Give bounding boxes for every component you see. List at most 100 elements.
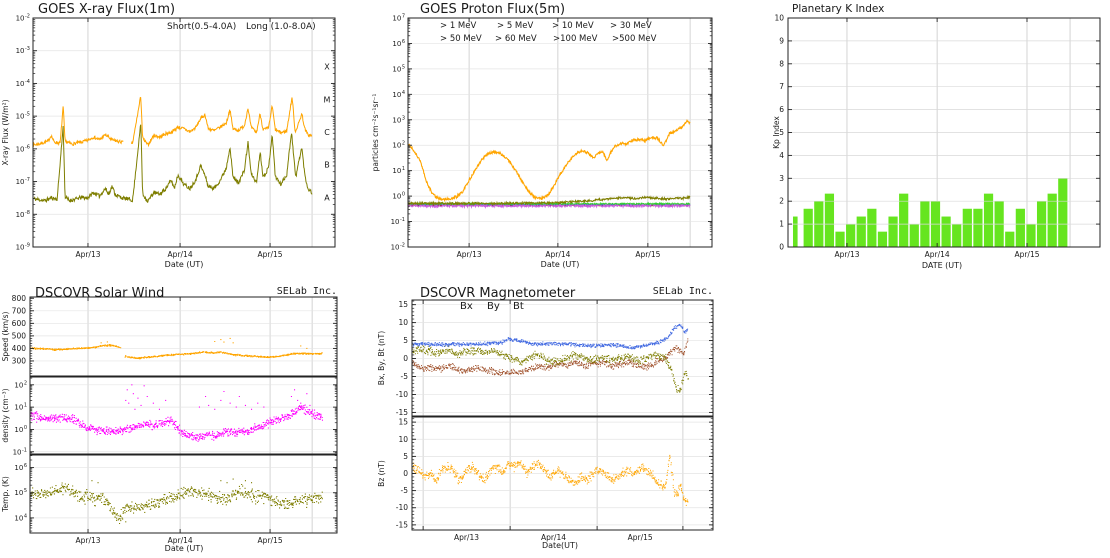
goes-xray-flux-xlabel: Date (UT) [165, 260, 204, 269]
dscovr-magnetometer-xlabel: Date(UT) [542, 541, 578, 550]
svg-text:10: 10 [398, 435, 408, 444]
svg-text:1: 1 [779, 220, 784, 229]
planetary-k-index-xlabel: DATE (UT) [922, 261, 962, 270]
xtick-Apr/15: Apr/15 [258, 536, 283, 545]
dscovr-solar-wind-xlabel: Date (UT) [165, 544, 204, 553]
legend-item--5-MeV: > 5 MeV [497, 21, 533, 31]
svg-text:-10: -10 [396, 503, 408, 512]
legend-item-Bt: Bt [513, 301, 524, 312]
svg-text:5: 5 [403, 452, 408, 461]
goes-xray-flux-ylabel: X-ray Flux (W/m²) [1, 99, 10, 165]
series-> 1 MeV [408, 118, 691, 203]
kp-bar [1058, 178, 1068, 247]
svg-text:7: 7 [779, 82, 784, 91]
legend-item-Long-1-0-8-0A-: Long (1.0-8.0A) [246, 22, 316, 32]
planetary-k-index-chart: 0 1 2 3 4 5 6 7 8 9 10 Kp Index Apr/13 Apr/14 Apr/15 DA… [770, 0, 1110, 279]
goes-xray-flux-chart: 10-2 10-3 10-4 10-5 10-6 10-7 10-8 10-9 X M C B A X-r… [0, 0, 360, 279]
series-density [30, 404, 323, 442]
legend-item--100-MeV: >100 MeV [553, 34, 598, 44]
goes-proton-flux-ylabel: particles cm⁻²s⁻¹sr⁻¹ [371, 94, 380, 172]
svg-text:15: 15 [398, 300, 408, 309]
svg-text:10-7: 10-7 [16, 177, 30, 186]
series-speed [30, 344, 323, 360]
svg-text:10-9: 10-9 [16, 243, 30, 252]
kp-bar [1005, 231, 1015, 247]
svg-text:10-2: 10-2 [391, 243, 405, 252]
svg-text:10-8: 10-8 [16, 210, 30, 219]
svg-text:100: 100 [14, 425, 27, 434]
planetary-k-index-title: Planetary K Index [792, 3, 884, 15]
svg-text:600: 600 [12, 319, 27, 328]
xtick-Apr/14: Apr/14 [545, 250, 570, 259]
series-temp-outliers [91, 478, 253, 525]
svg-text:101: 101 [14, 403, 27, 412]
kp-bar [877, 231, 888, 247]
legend-item--30-MeV: > 30 MeV [610, 21, 652, 31]
legend-item-By: By [487, 301, 500, 312]
kp-bar [846, 224, 856, 247]
xtick-Apr/13: Apr/13 [457, 250, 482, 259]
series-temperature [30, 482, 323, 522]
dscovr-magnetometer-title: DSCOVR Magnetometer [420, 286, 576, 301]
dscovr-magnetometer-ylabel: Bz (nT) [377, 460, 386, 487]
svg-text:6: 6 [779, 105, 784, 114]
svg-text:700: 700 [12, 306, 27, 315]
svg-text:104: 104 [392, 90, 405, 99]
svg-text:100: 100 [392, 192, 405, 201]
kp-bar [952, 224, 962, 247]
flare-class-M: M [324, 95, 331, 104]
svg-text:15: 15 [398, 418, 408, 427]
goes-xray-flux-svg: 10-2 10-3 10-4 10-5 10-6 10-7 10-8 10-9 X M C B A X-r… [1, 2, 336, 269]
xtick-Apr/14: Apr/14 [925, 250, 950, 259]
kp-bar [962, 208, 972, 247]
goes-proton-flux-title: GOES Proton Flux(5m) [420, 2, 565, 17]
kp-bar [1047, 193, 1057, 247]
flare-class-A: A [324, 193, 330, 202]
svg-text:103: 103 [392, 115, 405, 124]
flare-class-X: X [324, 63, 330, 72]
svg-text:10-2: 10-2 [16, 14, 30, 23]
kp-bar [824, 193, 835, 247]
planetary-k-index-ylabel: Kp Index [772, 116, 781, 149]
svg-text:0: 0 [779, 243, 784, 252]
goes-xray-flux-title: GOES X-ray Flux(1m) [38, 2, 175, 17]
svg-text:-5: -5 [401, 372, 409, 381]
xtick-Apr/15: Apr/15 [258, 250, 283, 259]
legend-item--500-MeV: >500 MeV [612, 34, 657, 44]
svg-text:-15: -15 [396, 408, 408, 417]
series->500 MeV [408, 202, 691, 210]
svg-text:5: 5 [779, 128, 784, 137]
svg-text:102: 102 [392, 141, 405, 150]
svg-text:105: 105 [392, 64, 405, 73]
goes-proton-flux-svg: 107 106 105 104 103 102 101 100 10-1 10-2 particle… [371, 2, 713, 269]
svg-text:104: 104 [14, 513, 27, 522]
svg-text:-15: -15 [396, 520, 408, 529]
flare-class-C: C [324, 128, 330, 137]
legend-item-Bx: Bx [460, 301, 473, 312]
kp-bar [856, 216, 866, 247]
kp-bar [941, 216, 951, 247]
dscovr-solar-wind-brand: SELab Inc. [277, 286, 337, 297]
svg-text:10: 10 [398, 318, 408, 327]
xtick-Apr/14: Apr/14 [168, 250, 193, 259]
svg-text:800: 800 [12, 294, 27, 303]
kp-bar [909, 224, 919, 247]
svg-text:10-1: 10-1 [13, 447, 27, 456]
planetary-k-index-svg: 0 1 2 3 4 5 6 7 8 9 10 Kp Index Apr/13 Apr/14 Apr/15 DA… [772, 3, 1101, 270]
svg-text:3: 3 [779, 174, 784, 183]
goes-proton-flux-chart: 107 106 105 104 103 102 101 100 10-1 10-2 particle… [370, 0, 730, 279]
kp-bar [803, 208, 813, 247]
series-Bz [412, 454, 689, 506]
dscovr-magnetometer-brand: SELab Inc. [653, 286, 713, 297]
svg-text:107: 107 [392, 14, 405, 23]
svg-text:10-5: 10-5 [16, 112, 30, 121]
svg-text:10-1: 10-1 [391, 217, 405, 226]
svg-text:105: 105 [14, 488, 27, 497]
series-By [412, 344, 689, 393]
dscovr-magnetometer-ylabel: Bx, By, Bt (nT) [377, 331, 386, 385]
svg-text:106: 106 [392, 39, 405, 48]
xtick-Apr/13: Apr/13 [454, 533, 479, 542]
legend-item--1-MeV: > 1 MeV [440, 21, 476, 31]
svg-text:300: 300 [12, 356, 27, 365]
